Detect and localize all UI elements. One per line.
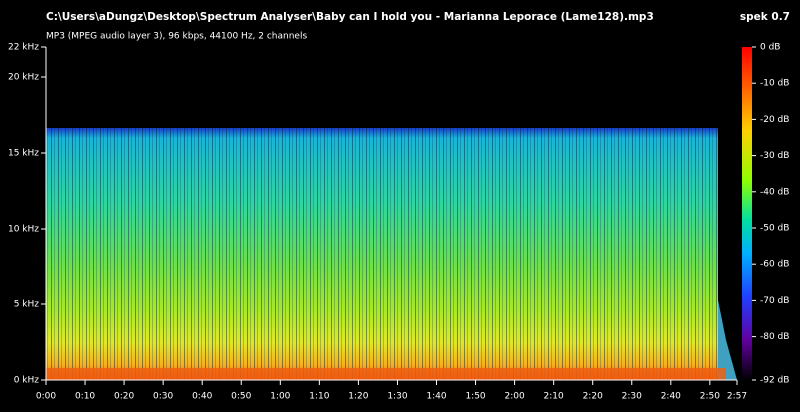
color-scale-bar (742, 47, 752, 380)
db-label: -70 dB (760, 296, 789, 306)
frequency-label: 0 kHz (14, 376, 40, 386)
time-label: 2:10 (544, 392, 564, 402)
db-label: -92 dB (760, 376, 789, 386)
db-label: -60 dB (760, 260, 789, 270)
time-label: 1:20 (348, 392, 368, 402)
time-label: 1:00 (270, 392, 290, 402)
file-path: C:\Users\aDungz\Desktop\Spectrum Analyse… (46, 11, 654, 23)
time-label: 0:30 (153, 392, 173, 402)
time-label: 2:57 (727, 392, 747, 402)
frequency-label: 20 kHz (8, 73, 39, 83)
db-label: -20 dB (760, 115, 789, 125)
time-label: 2:00 (504, 392, 524, 402)
db-label: -50 dB (760, 224, 789, 234)
time-label: 1:50 (465, 392, 485, 402)
time-label: 2:30 (622, 392, 642, 402)
app-name: spek 0.7 (740, 11, 790, 23)
frequency-label: 10 kHz (8, 225, 39, 235)
low-band (46, 368, 726, 380)
axis-labels: 22 kHz 20 kHz 15 kHz 10 kHz 5 kHz 0 kHz 0:00 0:… (8, 43, 789, 402)
db-label: -10 dB (760, 79, 789, 89)
db-label: -80 dB (760, 332, 789, 342)
time-label: 0:00 (36, 392, 56, 402)
time-label: 1:10 (309, 392, 329, 402)
spectrum-texture (46, 128, 718, 380)
time-label: 0:50 (231, 392, 251, 402)
db-label: -30 dB (760, 151, 789, 161)
time-label: 0:10 (75, 392, 95, 402)
file-info: MP3 (MPEG audio layer 3), 96 kbps, 44100… (46, 32, 307, 42)
frequency-label: 22 kHz (8, 43, 39, 53)
db-label: 0 dB (760, 43, 780, 53)
frequency-label: 5 kHz (14, 300, 40, 310)
time-label: 1:30 (387, 392, 407, 402)
frequency-label: 15 kHz (8, 149, 39, 159)
db-label: -40 dB (760, 187, 789, 197)
spectrum-tail (718, 300, 737, 380)
time-label: 2:40 (661, 392, 681, 402)
time-label: 2:20 (583, 392, 603, 402)
time-label: 0:40 (192, 392, 212, 402)
time-label: 1:40 (426, 392, 446, 402)
time-label: 2:50 (700, 392, 720, 402)
time-label: 0:20 (114, 392, 134, 402)
spectrogram (46, 47, 737, 380)
